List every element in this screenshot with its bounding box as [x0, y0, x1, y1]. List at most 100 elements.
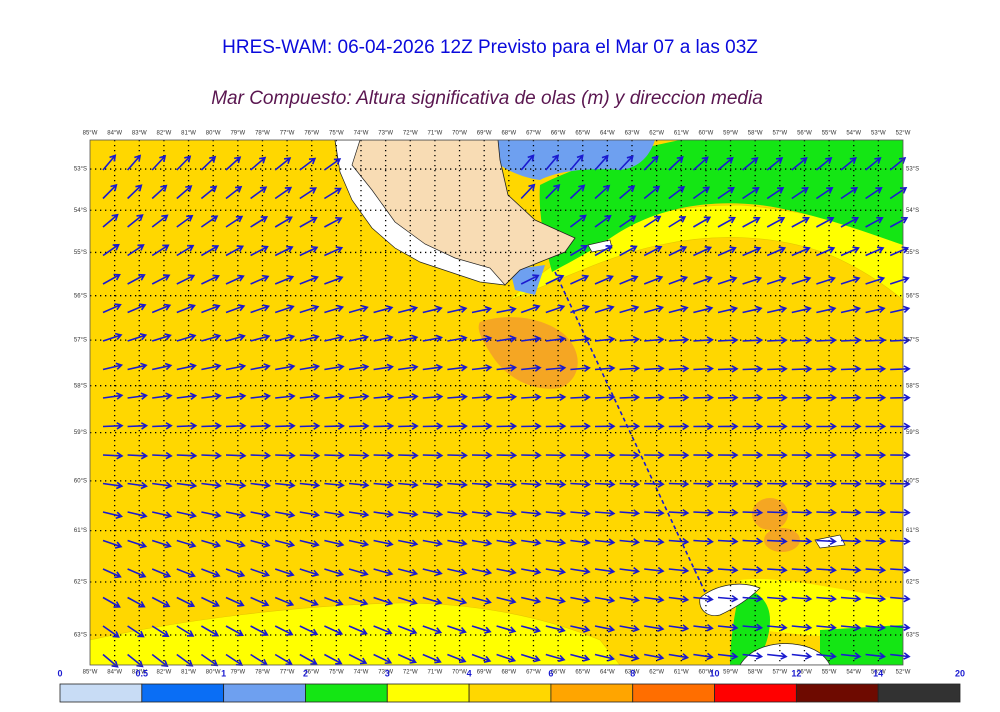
lon-label-bottom: 77°W [280, 670, 295, 676]
arrow [791, 393, 813, 402]
arrow [545, 335, 567, 343]
arrow [398, 451, 419, 460]
arrow [422, 568, 443, 577]
arrow [151, 596, 171, 608]
colorbar-tick-label: 0 [57, 668, 62, 678]
arrow [348, 568, 369, 577]
arrow [717, 422, 739, 431]
arrow [545, 538, 567, 547]
colorbar-tick-label: 10 [710, 668, 720, 678]
arrow [324, 653, 343, 665]
arrow [742, 187, 760, 200]
arrow [373, 451, 395, 460]
arrow [225, 511, 247, 519]
lon-label-bottom: 56°W [797, 670, 812, 676]
arrow [865, 393, 887, 402]
coast-islands [334, 140, 506, 286]
arrow [324, 392, 345, 401]
arrow [644, 537, 665, 546]
arrow [299, 216, 318, 228]
arrow [693, 652, 714, 661]
arrow [791, 594, 813, 603]
arrow [594, 245, 613, 257]
lat-label-right: 63°S [906, 633, 919, 639]
arrow [324, 216, 343, 228]
arrow [594, 567, 616, 575]
arrow [594, 596, 616, 604]
arrow [570, 304, 590, 314]
arrow [840, 594, 862, 603]
arrow [791, 365, 813, 373]
arrow [398, 422, 419, 430]
arrow [570, 393, 591, 402]
arrow [274, 653, 293, 666]
arrow [619, 215, 637, 228]
arrow [102, 303, 122, 314]
field-yellow [740, 579, 903, 640]
arrow [151, 539, 172, 549]
arrow [225, 245, 245, 257]
lon-label-top: 73°W [378, 131, 393, 137]
arrow [545, 480, 567, 489]
arrow [890, 537, 911, 545]
lat-label-left: 60°S [74, 478, 87, 484]
arrow [422, 451, 444, 460]
arrow [816, 652, 837, 660]
arrow [102, 596, 121, 608]
arrow [127, 273, 146, 285]
arrow [643, 215, 662, 228]
lon-label-top: 63°W [625, 131, 640, 137]
arrow [668, 216, 687, 228]
colorbar-segment [59, 683, 143, 703]
subtitle: Mar Compuesto: Altura significativa de o… [211, 88, 763, 109]
arrow [619, 653, 640, 662]
arrow [299, 481, 321, 489]
arrow [742, 336, 764, 345]
arrow [127, 244, 145, 257]
arrow [324, 539, 345, 548]
arrow [299, 245, 319, 257]
arrow [151, 214, 169, 228]
arrow [520, 304, 541, 314]
arrow [865, 157, 882, 171]
lat-label-left: 56°S [74, 293, 87, 299]
colorbar-segment [550, 683, 634, 703]
lat-label-left: 63°S [74, 633, 87, 639]
map-frame [89, 139, 904, 666]
arrow [126, 154, 142, 171]
arrow [324, 334, 345, 342]
lat-label-left: 54°S [74, 208, 87, 214]
arrow [693, 623, 714, 632]
arrow [373, 305, 394, 314]
arrow [865, 537, 887, 545]
arrow [447, 363, 468, 372]
arrow [742, 393, 764, 402]
arrow [299, 625, 319, 636]
arrow [668, 595, 690, 603]
arrow [520, 274, 540, 285]
arrow [176, 155, 192, 171]
arrow [644, 624, 665, 633]
arrow [644, 480, 665, 488]
arrow [717, 480, 739, 488]
lon-label-bottom: 71°W [428, 670, 443, 676]
arrow [644, 595, 665, 604]
arrow [545, 364, 567, 372]
arrow [815, 157, 833, 171]
lat-label-right: 57°S [906, 338, 919, 344]
arrow [373, 392, 395, 401]
lon-label-top: 67°W [526, 131, 541, 137]
arrow [840, 305, 862, 314]
lon-label-top: 76°W [304, 131, 319, 137]
lon-label-bottom: 62°W [649, 670, 664, 676]
arrow [594, 509, 616, 517]
arrow [570, 480, 591, 489]
arrow [102, 568, 122, 579]
arrow [127, 214, 144, 228]
arrow [324, 451, 345, 460]
arrow [890, 594, 911, 603]
lat-label-right: 53°S [906, 167, 919, 173]
arrow [668, 653, 690, 661]
arrow [471, 422, 493, 430]
